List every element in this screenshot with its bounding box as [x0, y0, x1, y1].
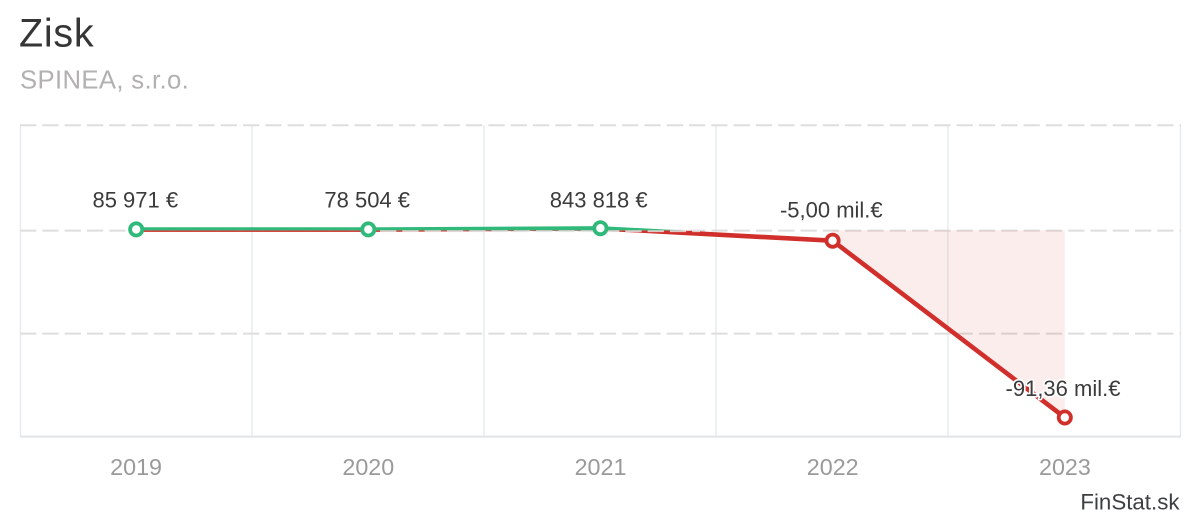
- svg-text:-5,00 mil.€: -5,00 mil.€: [780, 198, 883, 223]
- svg-text:FinStat.sk: FinStat.sk: [1080, 490, 1180, 515]
- svg-text:78 504 €: 78 504 €: [324, 188, 410, 213]
- svg-text:2023: 2023: [1039, 454, 1091, 480]
- svg-text:2020: 2020: [342, 454, 394, 480]
- svg-text:2021: 2021: [575, 454, 627, 480]
- svg-text:-91,36 mil.€: -91,36 mil.€: [1006, 376, 1121, 401]
- svg-text:843 818 €: 843 818 €: [550, 188, 648, 213]
- svg-text:2022: 2022: [807, 454, 859, 480]
- svg-text:85 971 €: 85 971 €: [92, 188, 178, 213]
- svg-text:2019: 2019: [110, 454, 162, 480]
- svg-text:SPINEA, s.r.o.: SPINEA, s.r.o.: [20, 66, 189, 94]
- svg-text:Zisk: Zisk: [19, 12, 94, 56]
